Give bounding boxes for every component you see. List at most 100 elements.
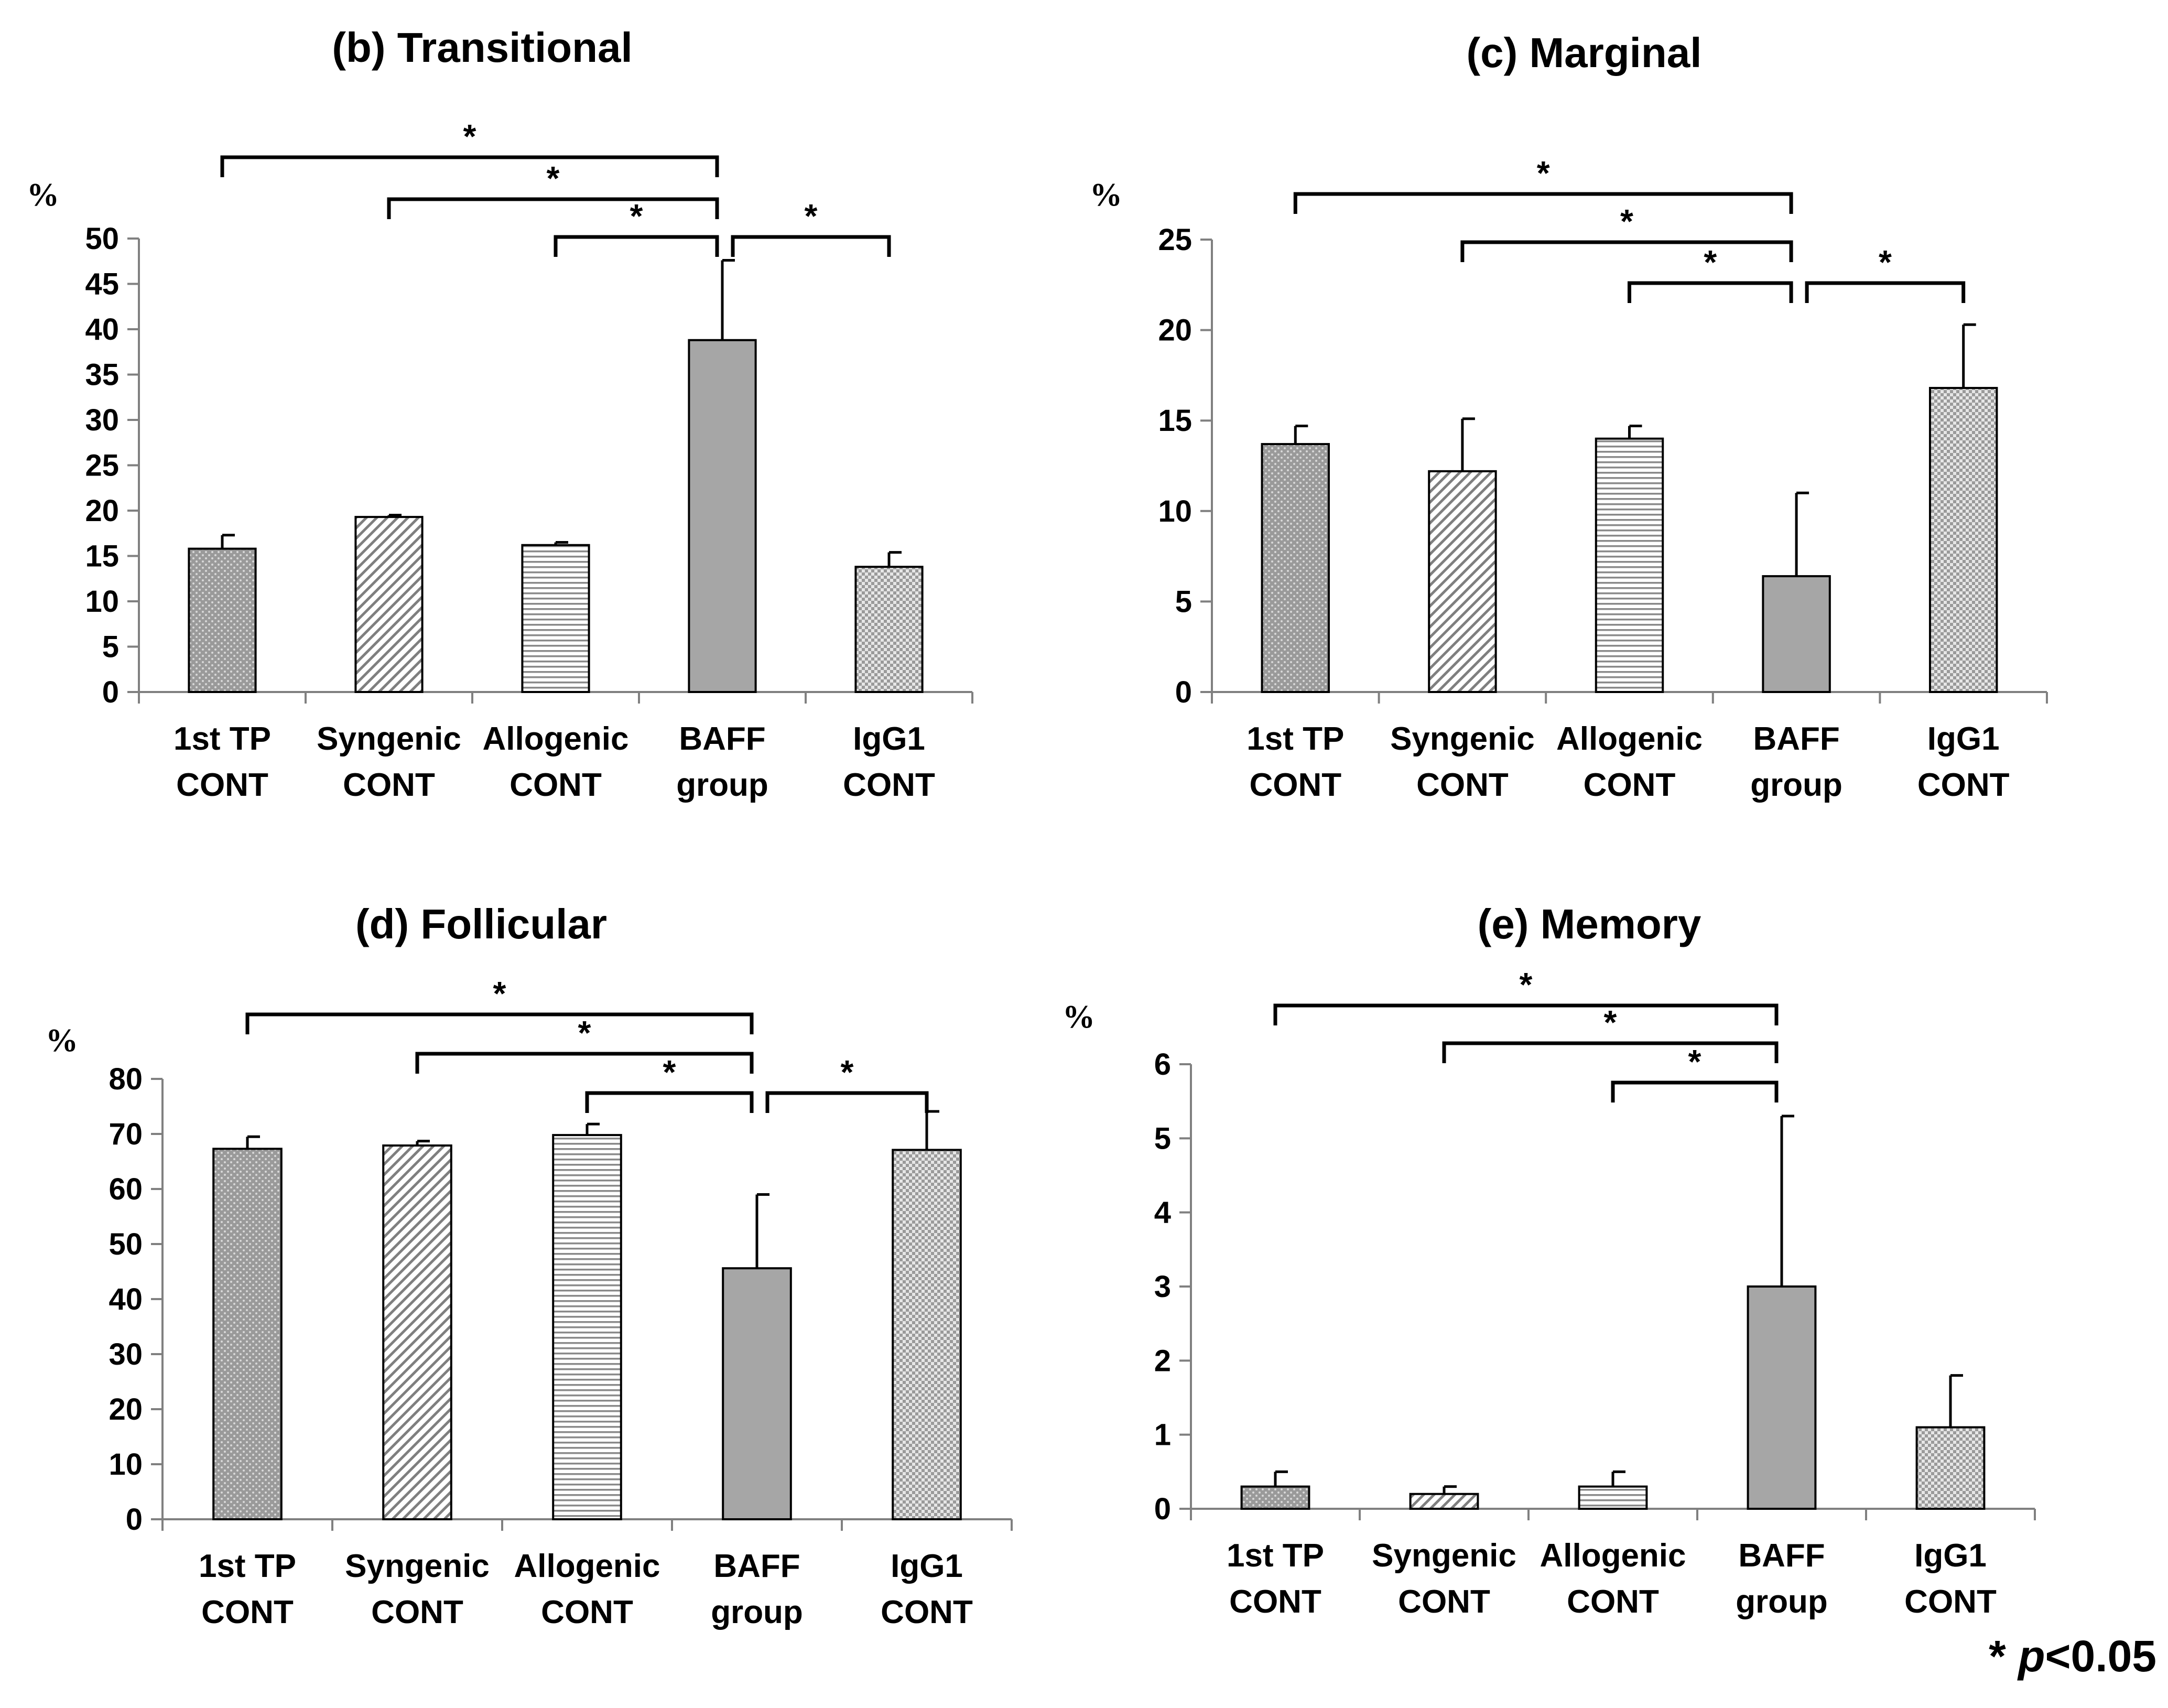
x-category-label: CONT xyxy=(1904,1584,1997,1620)
significance-star-2: * xyxy=(1604,1003,1617,1041)
x-category-label: CONT xyxy=(881,1594,973,1630)
bar-1 xyxy=(1240,1485,1310,1510)
significance-star-4: * xyxy=(805,197,818,235)
x-category-label: Allogenic xyxy=(514,1548,660,1584)
y-tick-label: 80 xyxy=(109,1062,143,1096)
significance-bracket-1 xyxy=(245,1012,754,1034)
footnote-star: * xyxy=(1989,1631,2006,1681)
significance-star-3: * xyxy=(1704,243,1717,281)
significance-bracket-4 xyxy=(765,1091,929,1113)
significance-star-2: * xyxy=(1620,202,1633,240)
x-category-label: IgG1 xyxy=(1914,1538,1987,1574)
x-category-label: CONT xyxy=(1416,767,1509,803)
y-tick-label: 40 xyxy=(109,1282,143,1316)
x-category-label: IgG1 xyxy=(891,1548,963,1584)
x-category-label: CONT xyxy=(1584,767,1676,803)
y-tick-label: 0 xyxy=(126,1502,143,1537)
significance-bracket-4 xyxy=(731,235,891,257)
significance-star-2: * xyxy=(578,1014,591,1052)
x-category-label: CONT xyxy=(510,767,602,803)
bar-4 xyxy=(722,1267,792,1520)
x-category-label: CONT xyxy=(1917,767,2010,803)
bar-2 xyxy=(1428,470,1497,694)
bar-5 xyxy=(1915,1426,1986,1510)
x-category-label: IgG1 xyxy=(1927,721,2000,757)
x-category-label: BAFF xyxy=(1738,1538,1825,1574)
x-category-label: CONT xyxy=(843,767,935,803)
significance-bracket-4 xyxy=(1805,281,1966,303)
bar-5 xyxy=(1928,387,1998,693)
bar-4 xyxy=(688,339,757,693)
x-category-label: IgG1 xyxy=(853,721,925,757)
x-category-label: group xyxy=(1736,1584,1828,1620)
y-tick-label: 45 xyxy=(85,267,119,301)
y-tick-label: 0 xyxy=(1175,675,1192,709)
significance-star-3: * xyxy=(1688,1043,1701,1080)
panel-d: (d) Follicular % 0 10 20 30 40 50 60 70 80 1st TP… xyxy=(46,901,1013,1630)
significance-bracket-2 xyxy=(1460,240,1793,262)
x-category-label: Syngenic xyxy=(1372,1538,1516,1574)
bar-1 xyxy=(212,1148,283,1521)
y-tick-label: 10 xyxy=(109,1447,143,1482)
x-category-label: 1st TP xyxy=(1246,721,1344,757)
x-category-label: CONT xyxy=(1229,1584,1321,1620)
bar-2 xyxy=(382,1144,452,1521)
bar-2 xyxy=(354,516,424,693)
x-category-label: group xyxy=(676,767,768,803)
x-category-label: CONT xyxy=(1398,1584,1490,1620)
panel-b-title: (b) Transitional xyxy=(332,24,632,71)
bar-2 xyxy=(1409,1493,1479,1510)
y-tick-label: 0 xyxy=(1154,1492,1171,1526)
panel-c: (c) Marginal % 0 5 10 15 20 25 1st TP CONT Synge… xyxy=(1090,29,2048,803)
x-category-label: 1st TP xyxy=(199,1548,296,1584)
bar-3 xyxy=(552,1134,622,1521)
x-category-label: BAFF xyxy=(1753,721,1839,757)
y-tick-label: 0 xyxy=(102,675,119,709)
x-category-label: Allogenic xyxy=(1540,1538,1686,1574)
y-tick-label: 20 xyxy=(109,1392,143,1426)
y-tick-label: 25 xyxy=(1158,223,1192,257)
significance-bracket-1 xyxy=(220,155,719,177)
panel-e-title: (e) Memory xyxy=(1478,901,1701,947)
significance-bracket-1 xyxy=(1293,192,1793,214)
x-category-label: Syngenic xyxy=(345,1548,490,1584)
panel-e-plot: 0 1 2 3 4 5 6 1st TP CONT Syngenic CONT Allogenic CO… xyxy=(1154,966,2036,1620)
footnote-p: p xyxy=(2018,1631,2045,1681)
significance-bracket-3 xyxy=(1611,1080,1779,1102)
y-tick-label: 15 xyxy=(85,539,119,574)
bar-3 xyxy=(1595,437,1664,693)
y-tick-label: 50 xyxy=(85,222,119,256)
y-tick-label: 30 xyxy=(85,403,119,437)
significance-bracket-2 xyxy=(415,1052,754,1074)
significance-star-1: * xyxy=(463,117,476,155)
y-tick-label: 5 xyxy=(1175,585,1192,619)
y-tick-label: 4 xyxy=(1154,1196,1171,1230)
bar-5 xyxy=(854,566,924,694)
y-tick-label: 5 xyxy=(102,630,119,664)
y-tick-label: 20 xyxy=(85,494,119,528)
significance-star-4: * xyxy=(841,1053,854,1091)
x-category-label: CONT xyxy=(541,1594,633,1630)
x-category-label: CONT xyxy=(201,1594,294,1630)
y-tick-label: 5 xyxy=(1154,1121,1171,1155)
y-tick-label: 10 xyxy=(85,585,119,619)
panel-b-ylabel: % xyxy=(27,177,59,213)
y-tick-label: 50 xyxy=(109,1227,143,1261)
significance-star-3: * xyxy=(663,1053,676,1091)
significance-bracket-2 xyxy=(387,197,719,219)
x-category-label: BAFF xyxy=(679,721,765,757)
x-category-label: group xyxy=(711,1594,803,1630)
y-tick-label: 30 xyxy=(109,1337,143,1371)
significance-star-1: * xyxy=(1520,966,1533,1003)
significance-star-1: * xyxy=(1537,154,1550,192)
significance-bracket-3 xyxy=(554,235,719,257)
x-category-label: Syngenic xyxy=(317,721,461,757)
significance-star-2: * xyxy=(547,159,560,197)
bar-3 xyxy=(521,544,590,693)
significance-star-1: * xyxy=(493,975,506,1012)
x-category-label: Allogenic xyxy=(1556,721,1703,757)
panel-b-plot: 0 5 10 15 20 25 30 35 40 45 50 1st TP CONT Syngenic CO… xyxy=(85,117,973,803)
y-tick-label: 70 xyxy=(109,1117,143,1151)
y-tick-label: 20 xyxy=(1158,314,1192,348)
